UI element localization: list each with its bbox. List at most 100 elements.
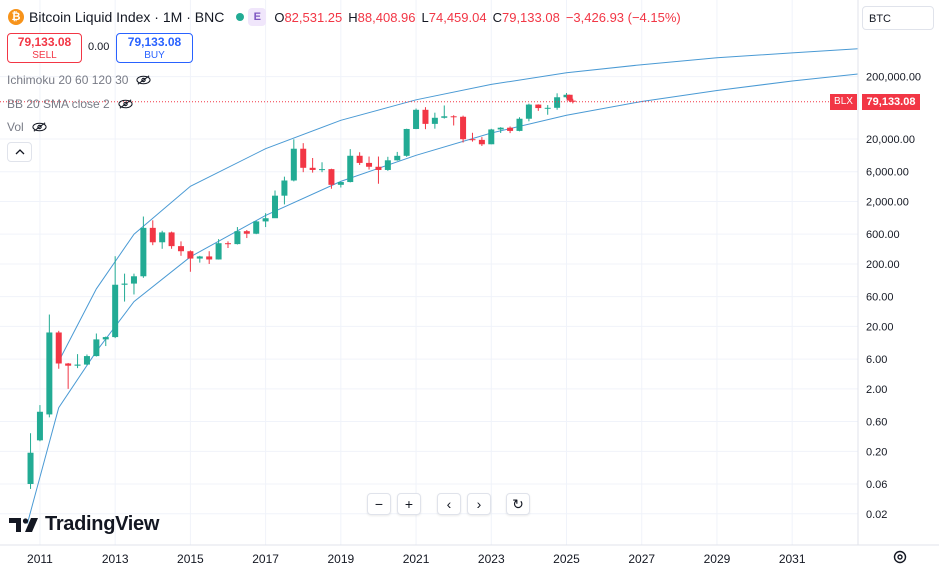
- gear-icon[interactable]: [892, 549, 908, 565]
- y-tick-label: 200,000.00: [866, 72, 921, 84]
- chevron-up-icon: [15, 149, 24, 155]
- indicator-label: Ichimoku 20 60 120 30: [7, 73, 129, 87]
- candlestick-series: [27, 92, 576, 489]
- candle: [168, 231, 175, 249]
- candle: [206, 251, 213, 264]
- price-scale-symbol[interactable]: BTC: [862, 6, 934, 30]
- data-provider-badge[interactable]: E: [248, 8, 267, 26]
- indicator-bollinger[interactable]: BB 20 SMA close 2: [7, 97, 133, 111]
- candle: [375, 156, 382, 184]
- y-axis-ticks[interactable]: 0.02 0.06 0.20 0.60 2.00 6.00 20.00 60.00 200.00…: [866, 72, 921, 521]
- indicator-ichimoku[interactable]: Ichimoku 20 60 120 30: [7, 73, 151, 87]
- eye-off-icon[interactable]: [32, 122, 47, 132]
- ohlc-low: L74,459.04: [421, 9, 487, 25]
- candle: [563, 92, 570, 99]
- candle: [469, 132, 476, 142]
- candle: [566, 94, 573, 103]
- eye-off-icon[interactable]: [118, 99, 133, 109]
- y-tick-label: 0.20: [866, 446, 887, 458]
- candle: [525, 103, 532, 122]
- candle: [290, 139, 297, 182]
- scroll-right-button[interactable]: ›: [467, 493, 491, 515]
- x-tick-label: 2027: [628, 552, 655, 566]
- candle: [225, 241, 231, 249]
- candle: [488, 128, 495, 145]
- buy-button[interactable]: 79,133.08 BUY: [116, 33, 193, 63]
- candle: [177, 241, 184, 256]
- candle: [497, 127, 504, 134]
- x-tick-label: 2021: [403, 552, 430, 566]
- x-axis-ticks[interactable]: 2011 2013 2015 2017 2019 2021 2023 2025 2027 2029…: [27, 552, 806, 566]
- eye-off-icon[interactable]: [136, 75, 151, 85]
- ohlc-open: O82,531.25: [274, 9, 343, 25]
- band-upper: [58, 48, 859, 362]
- tradingview-logo-icon: [9, 517, 38, 532]
- indicator-volume[interactable]: Vol: [7, 120, 47, 134]
- candle: [319, 162, 326, 173]
- candle: [159, 230, 166, 249]
- x-tick-label: 2023: [478, 552, 505, 566]
- y-tick-label: 2,000.00: [866, 197, 909, 209]
- candle: [121, 273, 128, 302]
- scroll-right-icon: ›: [476, 496, 482, 512]
- candle: [366, 156, 373, 170]
- sell-price: 79,133.08: [17, 35, 72, 49]
- candle: [196, 255, 203, 263]
- candle: [507, 126, 514, 134]
- candle: [130, 273, 137, 295]
- candle: [300, 143, 307, 173]
- candle: [535, 104, 542, 111]
- ohlc-high: H88,408.96: [348, 9, 416, 25]
- y-tick-label: 20,000.00: [866, 134, 915, 146]
- rainbow-bands: [26, 48, 859, 524]
- candle: [65, 362, 72, 389]
- candle: [93, 333, 100, 357]
- x-tick-label: 2013: [102, 552, 129, 566]
- candle: [243, 229, 250, 239]
- candle: [253, 220, 260, 235]
- zoom-in-button[interactable]: +: [397, 493, 421, 515]
- candle: [347, 149, 354, 183]
- x-tick-label: 2011: [27, 552, 53, 566]
- zoom-out-button[interactable]: −: [367, 493, 391, 515]
- symbol-title[interactable]: Bitcoin Liquid Index · 1M · BNC: [29, 9, 225, 25]
- candle: [112, 256, 119, 339]
- candle: [272, 190, 279, 219]
- candle: [46, 314, 53, 418]
- x-tick-label: 2019: [327, 552, 354, 566]
- candle: [441, 105, 448, 119]
- y-tick-label: 0.02: [866, 509, 887, 521]
- sell-label: SELL: [32, 50, 57, 61]
- collapse-legend-button[interactable]: [7, 142, 32, 162]
- candle: [478, 137, 485, 146]
- market-status-dot: [236, 13, 245, 21]
- x-tick-label: 2017: [252, 552, 279, 566]
- candle: [569, 98, 576, 104]
- ohlc-close: C79,133.08: [492, 9, 560, 25]
- ohlc-readout: O82,531.25 H88,408.96 L74,459.04 C79,133…: [274, 10, 680, 25]
- indicator-label: BB 20 SMA close 2: [7, 97, 110, 111]
- reset-icon: ↻: [512, 495, 524, 512]
- sell-button[interactable]: 79,133.08 SELL: [7, 33, 82, 63]
- tradingview-logo[interactable]: TradingView: [9, 513, 159, 536]
- bitcoin-icon: ₿: [8, 9, 24, 25]
- y-tick-label: 0.60: [866, 417, 887, 429]
- candle: [403, 128, 410, 157]
- candle: [27, 433, 34, 489]
- x-tick-label: 2029: [704, 552, 731, 566]
- candle: [422, 107, 429, 130]
- candle: [394, 151, 401, 161]
- x-tick-label: 2025: [553, 552, 580, 566]
- y-tick-label: 2.00: [866, 384, 887, 396]
- candle: [262, 213, 269, 228]
- axes: [0, 0, 939, 546]
- candle: [234, 227, 241, 245]
- candle: [431, 112, 438, 129]
- candle: [337, 181, 344, 188]
- candle: [74, 354, 81, 369]
- symbol-price-tag: BLX: [830, 93, 857, 110]
- scroll-left-button[interactable]: ‹: [437, 493, 461, 515]
- chart-grid: [0, 0, 858, 545]
- reset-chart-button[interactable]: ↻: [506, 493, 530, 515]
